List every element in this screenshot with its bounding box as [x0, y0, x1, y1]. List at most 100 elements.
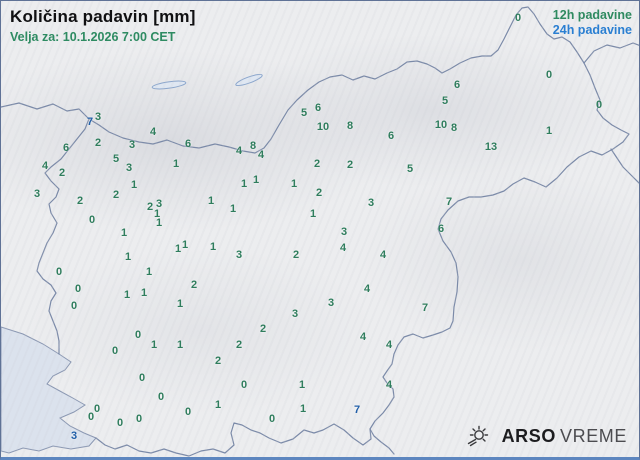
station-value: 2 — [112, 189, 120, 201]
map-header: Količina padavin [mm] Velja za: 10.1.202… — [10, 7, 196, 44]
station-value: 3 — [128, 139, 136, 151]
station-value: 8 — [249, 140, 257, 152]
lake — [235, 73, 263, 87]
station-value: 7 — [445, 196, 453, 208]
station-value: 4 — [235, 145, 243, 157]
station-value: 3 — [155, 198, 163, 210]
station-value: 10 — [434, 119, 448, 131]
station-value: 1 — [120, 227, 128, 239]
station-value: 4 — [359, 331, 367, 343]
border-hungary-croatia — [610, 148, 639, 184]
station-value: 2 — [259, 323, 267, 335]
station-value: 1 — [229, 203, 237, 215]
station-value: 0 — [184, 406, 192, 418]
station-value: 0 — [134, 329, 142, 341]
station-value: 4 — [41, 160, 49, 172]
station-value: 0 — [268, 413, 276, 425]
station-value: 2 — [146, 201, 154, 213]
station-value: 5 — [300, 107, 308, 119]
station-value: 13 — [484, 141, 498, 153]
vreme-text: VREME — [559, 425, 627, 446]
station-value: 0 — [93, 403, 101, 415]
border-south-croatia — [95, 422, 372, 457]
station-value: 1 — [240, 178, 248, 190]
station-value: 5 — [112, 153, 120, 165]
station-value: 3 — [125, 162, 133, 174]
station-value: 0 — [116, 417, 124, 429]
station-value: 2 — [76, 195, 84, 207]
station-value: 2 — [94, 137, 102, 149]
station-value: 1 — [209, 241, 217, 253]
valid-time-label: Velja za: 10.1.2026 7:00 CET — [10, 30, 176, 44]
station-value: 0 — [138, 372, 146, 384]
station-value: 4 — [385, 339, 393, 351]
sea-adriatic — [1, 326, 97, 454]
station-value: 0 — [88, 214, 96, 226]
station-value: 1 — [150, 339, 158, 351]
station-value: 10 — [316, 121, 330, 133]
border-west-italy — [36, 118, 90, 355]
station-value: 0 — [70, 300, 78, 312]
station-value: 2 — [214, 355, 222, 367]
station-value: 3 — [94, 111, 102, 123]
station-value: 3 — [327, 297, 335, 309]
station-value: 1 — [124, 251, 132, 263]
station-value: 1 — [207, 195, 215, 207]
arso-text: ARSO — [501, 425, 556, 446]
station-value: 2 — [235, 339, 243, 351]
border-austria-hungary — [583, 42, 639, 64]
station-value: 1 — [176, 298, 184, 310]
station-value: 8 — [346, 120, 354, 132]
station-value: 3 — [340, 226, 348, 238]
station-value: 6 — [314, 102, 322, 114]
station-value: 3 — [70, 430, 78, 442]
station-value: 3 — [291, 308, 299, 320]
station-value: 0 — [87, 411, 95, 423]
legend: 12h padavine 24h padavine — [553, 8, 632, 38]
station-value: 1 — [174, 243, 182, 255]
station-value: 0 — [157, 391, 165, 403]
station-value: 1 — [123, 289, 131, 301]
border-east-southeast — [369, 62, 630, 455]
station-value: 1 — [290, 178, 298, 190]
station-value: 4 — [363, 283, 371, 295]
station-value: 6 — [387, 130, 395, 142]
station-value: 3 — [235, 249, 243, 261]
station-value: 0 — [55, 266, 63, 278]
station-value: 1 — [181, 239, 189, 251]
station-value: 0 — [240, 379, 248, 391]
page-title: Količina padavin [mm] — [10, 7, 196, 26]
station-value: 7 — [421, 302, 429, 314]
station-value: 3 — [367, 197, 375, 209]
station-value: 0 — [135, 413, 143, 425]
station-value: 6 — [62, 142, 70, 154]
station-value: 1 — [172, 158, 180, 170]
station-value: 2 — [190, 279, 198, 291]
station-value: 5 — [441, 95, 449, 107]
station-value: 0 — [111, 345, 119, 357]
station-value: 1 — [140, 287, 148, 299]
lake — [151, 80, 187, 90]
station-value: 4 — [385, 379, 393, 391]
station-value: 1 — [155, 217, 163, 229]
station-value: 3 — [33, 188, 41, 200]
station-value: 0 — [595, 99, 603, 111]
station-value: 0 — [545, 69, 553, 81]
legend-24h-label: 24h padavine — [552, 23, 632, 37]
station-value: 1 — [145, 266, 153, 278]
station-value: 0 — [74, 283, 82, 295]
border-italy-austria — [1, 102, 90, 120]
station-value: 1 — [176, 339, 184, 351]
station-value: 2 — [346, 159, 354, 171]
station-value: 1 — [252, 174, 260, 186]
sun-sketch-icon — [467, 425, 488, 447]
station-value: 1 — [153, 208, 161, 220]
station-value: 7 — [353, 404, 361, 416]
station-value: 1 — [298, 379, 306, 391]
arso-wordmark: ARSO VREME — [502, 426, 627, 447]
station-value: 5 — [406, 163, 414, 175]
station-value: 6 — [184, 138, 192, 150]
